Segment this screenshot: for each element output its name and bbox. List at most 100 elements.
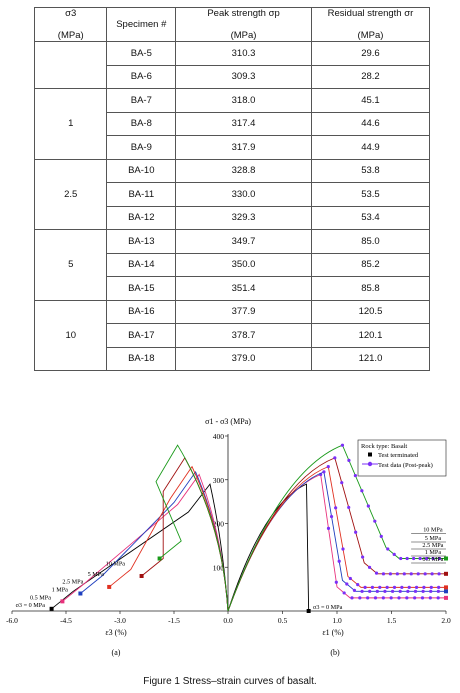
- specimen-cell: BA-8: [106, 111, 177, 136]
- sigma3-cell: 10: [33, 299, 108, 371]
- residual-cell: 53.5: [310, 182, 431, 207]
- left-end-marker: [78, 591, 83, 596]
- x-tick-label: -1.5: [168, 616, 180, 625]
- postpeak-point: [334, 506, 338, 510]
- table-row: BA-17 378.7 120.1: [35, 323, 431, 348]
- peak-cell: 317.9: [175, 135, 312, 160]
- x-axis-label-left: ε3 (%): [105, 628, 127, 637]
- residual-cell: 53.4: [310, 205, 431, 230]
- postpeak-marker-icon: [367, 461, 373, 467]
- y-tick-label: 100: [213, 563, 225, 572]
- residual-cell: 29.6: [310, 41, 431, 66]
- postpeak-point: [367, 565, 372, 569]
- panel-label-b: (b): [330, 648, 340, 657]
- results-table: σ3 (MPa) Specimen # Peak strength σp (MPa)…: [33, 7, 431, 371]
- left-end-marker: [139, 574, 144, 578]
- x-tick-label: 0.5: [278, 616, 288, 625]
- table-row: BA-8 317.4 44.6: [35, 111, 431, 136]
- peak-cell: 377.9: [175, 299, 312, 324]
- y-tick-label: 400: [213, 432, 225, 441]
- sigma3-cell: [33, 41, 108, 89]
- right-curve-4: [227, 457, 446, 612]
- postpeak-point: [397, 596, 401, 600]
- right-end-marker: [306, 609, 311, 613]
- peak-cell: 309.3: [175, 64, 312, 89]
- postpeak-point: [399, 556, 403, 561]
- postpeak-point: [416, 572, 420, 576]
- col-header-residual: Residual strength σr (MPa): [310, 7, 431, 42]
- x-tick-label: 1.5: [387, 616, 397, 625]
- postpeak-point: [375, 589, 379, 593]
- postpeak-point: [341, 547, 345, 551]
- left-curve-label: σ3 = 0 MPa: [16, 602, 46, 609]
- postpeak-point: [352, 588, 357, 593]
- sigma3-cell: 2.5: [33, 158, 108, 230]
- postpeak-point: [395, 572, 399, 576]
- postpeak-point: [340, 443, 345, 447]
- specimen-cell: BA-10: [106, 158, 177, 183]
- postpeak-point: [390, 589, 395, 593]
- postpeak-point: [378, 585, 382, 589]
- postpeak-point: [354, 530, 358, 534]
- postpeak-point: [392, 552, 396, 556]
- chart-legend: Rock type: Basalt Test terminated Test d…: [357, 439, 447, 477]
- postpeak-point: [413, 589, 418, 593]
- col-header-specimen: Specimen #: [106, 7, 177, 42]
- postpeak-point: [437, 585, 441, 589]
- panel-label-a: (a): [112, 648, 121, 657]
- specimen-cell: BA-5: [106, 41, 177, 66]
- postpeak-point: [424, 556, 429, 561]
- postpeak-point: [329, 514, 334, 519]
- left-curve-3: [108, 465, 229, 612]
- right-curve-0: [227, 483, 310, 612]
- postpeak-point: [340, 481, 344, 485]
- x-tick-label: -6.0: [6, 616, 18, 625]
- postpeak-point: [368, 589, 372, 593]
- table-row: BA-11 330.0 53.5: [35, 182, 431, 207]
- x-tick-label: -3.0: [114, 616, 126, 625]
- specimen-cell: BA-14: [106, 252, 177, 277]
- postpeak-point: [350, 596, 354, 600]
- x-tick-label: 0.0: [223, 616, 233, 625]
- right-end-marker: [444, 556, 448, 561]
- postpeak-point: [347, 458, 351, 462]
- peak-cell: 379.0: [175, 346, 312, 371]
- right-zero-label: σ3 = 0 MPa: [313, 604, 343, 611]
- postpeak-point: [361, 555, 365, 559]
- postpeak-point: [400, 585, 404, 589]
- postpeak-point: [326, 526, 331, 530]
- postpeak-point: [345, 582, 349, 586]
- postpeak-point: [337, 559, 341, 563]
- postpeak-point: [381, 572, 386, 576]
- residual-cell: 44.6: [310, 111, 431, 136]
- peak-cell: 310.3: [175, 41, 312, 66]
- y-tick-label: 200: [213, 520, 225, 529]
- postpeak-point: [360, 589, 364, 593]
- peak-cell: 351.4: [175, 276, 312, 301]
- specimen-cell: BA-11: [106, 182, 177, 207]
- right-end-marker: [444, 595, 448, 600]
- legend-item-terminated: Test terminated: [378, 452, 419, 459]
- left-curve-5: [155, 444, 229, 612]
- specimen-cell: BA-13: [106, 229, 177, 254]
- postpeak-point: [353, 473, 357, 478]
- residual-cell: 85.2: [310, 252, 431, 277]
- postpeak-point: [334, 580, 338, 584]
- y-tick-label: 300: [213, 476, 225, 485]
- right-end-marker: [444, 571, 448, 576]
- postpeak-point: [428, 596, 432, 600]
- postpeak-point: [370, 585, 375, 589]
- residual-cell: 85.0: [310, 229, 431, 254]
- postpeak-point: [429, 585, 433, 589]
- postpeak-point: [388, 572, 393, 576]
- table-row: 2.5 BA-10 328.8 53.8: [33, 158, 431, 230]
- specimen-cell: BA-12: [106, 205, 177, 230]
- postpeak-point: [385, 585, 389, 589]
- right-curve-label: 1 MPa: [425, 549, 442, 556]
- postpeak-point: [366, 596, 370, 600]
- legend-title: Rock type: Basalt: [361, 443, 407, 450]
- col-header-sigma3: σ3 (MPa): [33, 7, 108, 42]
- specimen-cell: BA-16: [106, 299, 177, 324]
- postpeak-point: [405, 556, 409, 561]
- postpeak-point: [437, 572, 441, 576]
